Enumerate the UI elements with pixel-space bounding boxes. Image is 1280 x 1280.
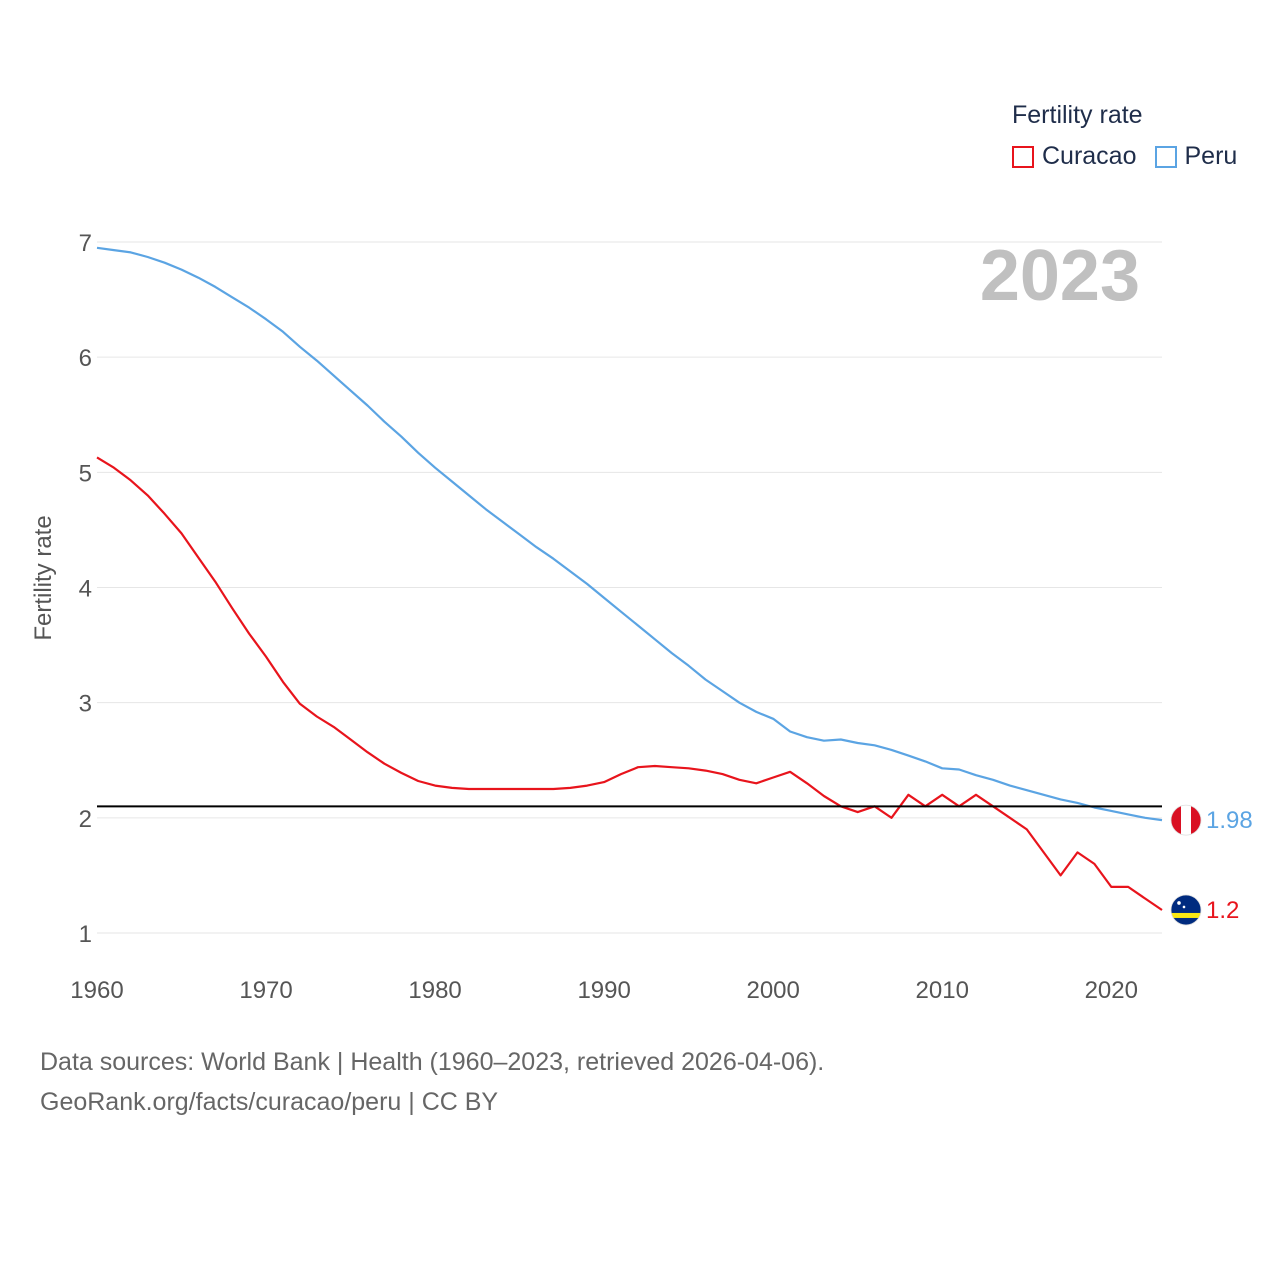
end-labels: 1.2 1.98	[1170, 804, 1253, 926]
y-tick-label: 7	[79, 230, 92, 257]
series-line-peru[interactable]	[96, 246, 1163, 822]
y-axis-title: Fertility rate	[30, 515, 57, 640]
grid-lines	[97, 241, 1162, 934]
x-tick-label: 2010	[916, 977, 969, 1004]
source-line-1: Data sources: World Bank | Health (1960–…	[40, 1048, 825, 1076]
series-lines	[96, 246, 1163, 911]
year-label: 2023	[980, 236, 1140, 316]
legend-item-curacao[interactable]: Curacao	[1012, 142, 1137, 171]
legend-swatch-peru	[1154, 145, 1177, 168]
y-axis-ticks: 1 2 3 4 5 6 7	[79, 230, 92, 948]
source-line-2[interactable]: GeoRank.org/facts/curacao/peru | CC BY	[40, 1088, 499, 1116]
y-tick-label: 1	[79, 921, 92, 948]
x-tick-label: 1960	[70, 977, 123, 1004]
y-tick-label: 4	[79, 576, 92, 603]
series-line-curacao[interactable]	[96, 456, 1163, 911]
legend-title: Fertility rate	[1012, 101, 1143, 129]
curacao-flag-icon	[1170, 894, 1202, 926]
x-tick-label: 2000	[746, 977, 799, 1004]
y-tick-label: 5	[79, 460, 92, 487]
x-tick-label: 2020	[1085, 977, 1138, 1004]
x-tick-label: 1980	[408, 977, 461, 1004]
legend: Fertility rate Curacao Peru	[1012, 100, 1255, 171]
legend-label-curacao: Curacao	[1042, 142, 1137, 170]
legend-item-peru[interactable]: Peru	[1154, 142, 1238, 171]
x-tick-label: 1970	[239, 977, 292, 1004]
y-tick-label: 2	[79, 806, 92, 833]
y-tick-label: 6	[79, 345, 92, 372]
legend-label-peru: Peru	[1184, 142, 1238, 170]
x-tick-label: 1990	[577, 977, 630, 1004]
source-note: Data sources: World Bank | Health (1960–…	[40, 1042, 824, 1122]
peru-flag-icon	[1170, 804, 1202, 836]
legend-swatch-curacao	[1012, 145, 1034, 168]
end-label-peru: 1.98	[1206, 807, 1253, 834]
end-label-curacao: 1.2	[1206, 897, 1239, 924]
x-axis-ticks: 1960 1970 1980 1990 2000 2010 2020	[70, 977, 1138, 1004]
y-tick-label: 3	[79, 691, 92, 718]
